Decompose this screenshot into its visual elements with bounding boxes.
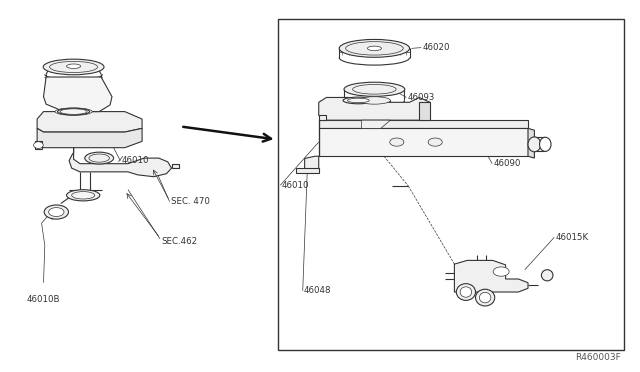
- Polygon shape: [37, 128, 142, 148]
- Text: SEC.462: SEC.462: [161, 237, 197, 246]
- Ellipse shape: [428, 138, 442, 146]
- Ellipse shape: [60, 109, 87, 115]
- Polygon shape: [528, 128, 534, 158]
- Polygon shape: [319, 97, 430, 120]
- Ellipse shape: [72, 192, 95, 199]
- Ellipse shape: [460, 287, 472, 297]
- Bar: [278, 19, 624, 350]
- Ellipse shape: [339, 39, 410, 57]
- Polygon shape: [362, 120, 390, 128]
- Ellipse shape: [528, 137, 541, 152]
- Ellipse shape: [89, 154, 109, 162]
- Text: R460003F: R460003F: [575, 353, 621, 362]
- Ellipse shape: [67, 190, 100, 201]
- Ellipse shape: [353, 84, 396, 94]
- Text: 46010: 46010: [122, 156, 149, 165]
- Polygon shape: [69, 148, 172, 177]
- Polygon shape: [454, 260, 528, 292]
- Ellipse shape: [456, 283, 476, 301]
- Ellipse shape: [344, 82, 404, 96]
- Ellipse shape: [49, 208, 64, 217]
- Ellipse shape: [343, 97, 374, 104]
- Polygon shape: [319, 120, 528, 128]
- Text: 46048: 46048: [304, 286, 332, 295]
- Polygon shape: [172, 164, 179, 168]
- Text: SEC. 470: SEC. 470: [171, 197, 210, 206]
- Ellipse shape: [55, 108, 92, 115]
- Ellipse shape: [541, 270, 553, 281]
- Ellipse shape: [493, 267, 509, 276]
- Ellipse shape: [367, 46, 381, 51]
- Ellipse shape: [348, 98, 369, 103]
- Polygon shape: [319, 128, 528, 156]
- Text: 46020: 46020: [422, 43, 450, 52]
- Ellipse shape: [479, 292, 491, 303]
- Ellipse shape: [58, 108, 90, 115]
- Text: 46010: 46010: [282, 181, 309, 190]
- Ellipse shape: [346, 42, 403, 55]
- Ellipse shape: [540, 137, 551, 151]
- Ellipse shape: [358, 97, 390, 104]
- Ellipse shape: [390, 138, 404, 146]
- Polygon shape: [35, 141, 42, 149]
- Polygon shape: [44, 77, 112, 112]
- Text: 46093: 46093: [408, 93, 435, 102]
- Polygon shape: [319, 115, 326, 156]
- Polygon shape: [305, 156, 319, 169]
- Ellipse shape: [85, 152, 114, 164]
- Ellipse shape: [476, 289, 495, 306]
- Ellipse shape: [67, 64, 81, 68]
- Ellipse shape: [44, 205, 68, 219]
- Polygon shape: [419, 102, 430, 120]
- Text: 46010B: 46010B: [27, 295, 60, 304]
- Polygon shape: [296, 168, 319, 173]
- Ellipse shape: [44, 59, 104, 75]
- Ellipse shape: [50, 61, 98, 73]
- Polygon shape: [37, 112, 142, 132]
- Text: 46090: 46090: [493, 159, 521, 168]
- Ellipse shape: [34, 142, 43, 148]
- Text: 46015K: 46015K: [556, 233, 589, 242]
